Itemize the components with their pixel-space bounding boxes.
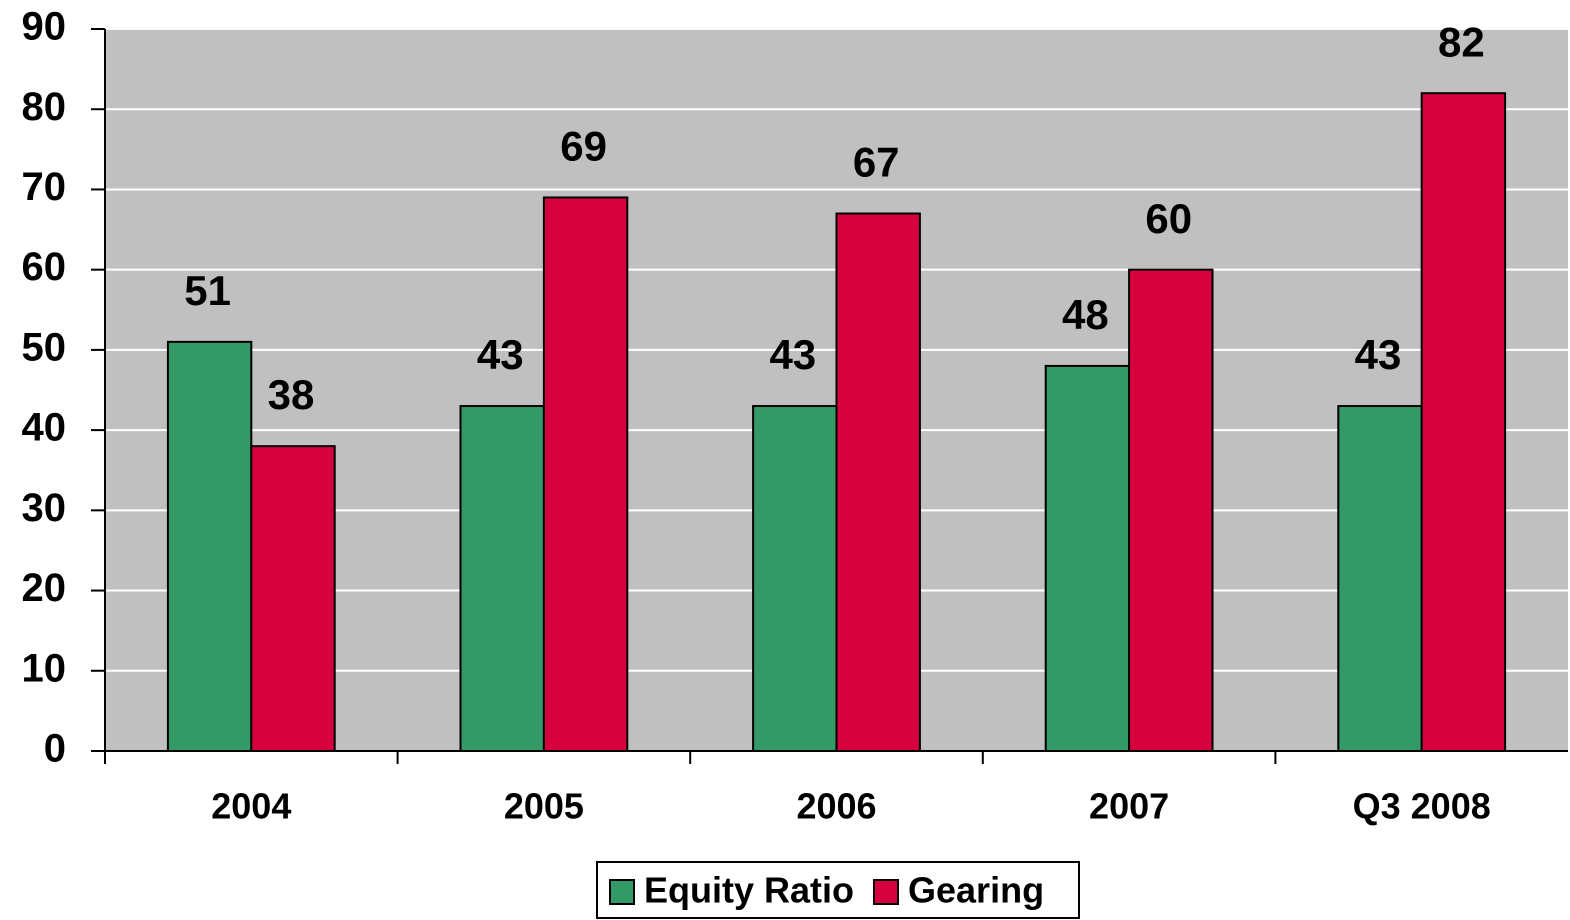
legend-swatch [609, 879, 635, 905]
legend-box [596, 861, 1080, 919]
x-tick-label: Q3 2008 [1353, 786, 1491, 827]
data-label: 43 [1355, 331, 1402, 378]
bar [1128, 268, 1214, 752]
data-label: 43 [477, 331, 524, 378]
bar [1337, 405, 1423, 752]
data-label: 48 [1062, 291, 1109, 338]
bar [1044, 364, 1131, 752]
y-tick-label: 10 [22, 646, 67, 690]
legend-label: Equity Ratio [644, 870, 854, 911]
x-tick-label: 2007 [1089, 786, 1169, 827]
x-tick-label: 2004 [211, 786, 291, 827]
legend: Equity Ratio Gearing [596, 861, 1080, 919]
y-tick-label: 0 [44, 727, 66, 771]
data-label: 82 [1438, 18, 1485, 65]
bar [752, 405, 838, 752]
x-tick-label: 2006 [796, 786, 876, 827]
y-tick-label: 90 [22, 5, 67, 49]
y-tick-label: 70 [22, 165, 67, 209]
data-label: 60 [1145, 195, 1192, 242]
data-label: 51 [184, 267, 231, 314]
y-tick-label: 80 [22, 85, 67, 129]
y-tick-label: 50 [22, 325, 67, 369]
legend-swatch [873, 879, 900, 905]
y-tick-label: 30 [22, 486, 67, 530]
bar [1420, 92, 1507, 752]
y-tick-label: 60 [22, 245, 67, 289]
bar [542, 196, 629, 752]
legend-label: Gearing [908, 870, 1044, 911]
bar [835, 212, 921, 752]
data-label: 43 [769, 331, 816, 378]
y-tick-label: 20 [22, 566, 67, 610]
bar [250, 445, 336, 752]
data-label: 67 [853, 139, 900, 186]
x-tick-label: 2005 [504, 786, 584, 827]
y-tick-label: 40 [22, 406, 67, 450]
bar [166, 340, 253, 752]
bar [459, 405, 545, 752]
data-label: 38 [268, 371, 315, 418]
data-label: 69 [560, 123, 607, 170]
